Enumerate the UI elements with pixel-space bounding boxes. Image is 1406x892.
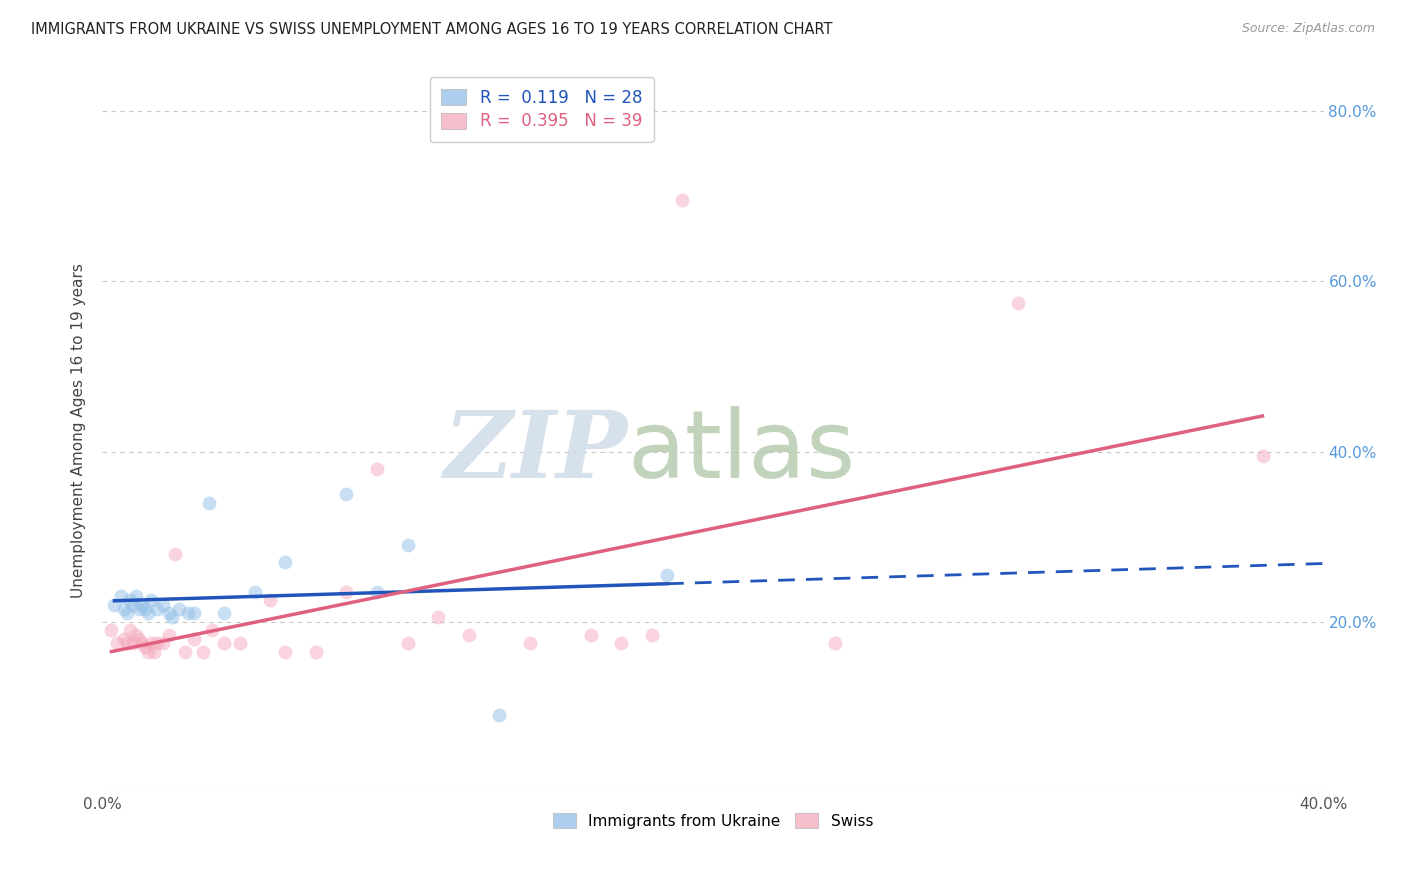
- Point: [243, 585, 266, 599]
- Point: [143, 644, 166, 658]
- Text: IMMIGRANTS FROM UKRAINE VS SWISS UNEMPLOYMENT AMONG AGES 16 TO 19 YEARS CORRELAT: IMMIGRANTS FROM UKRAINE VS SWISS UNEMPLO…: [31, 22, 832, 37]
- Point: [488, 708, 510, 723]
- Point: [107, 636, 129, 650]
- Point: [335, 585, 357, 599]
- Point: [671, 194, 693, 208]
- Point: [1007, 295, 1029, 310]
- Point: [165, 547, 187, 561]
- Point: [152, 598, 174, 612]
- Text: ZIP: ZIP: [443, 407, 627, 497]
- Point: [214, 636, 236, 650]
- Point: [259, 593, 281, 607]
- Point: [152, 636, 174, 650]
- Point: [146, 602, 169, 616]
- Point: [128, 602, 150, 616]
- Point: [134, 602, 156, 616]
- Point: [366, 585, 388, 599]
- Point: [121, 636, 143, 650]
- Point: [115, 606, 138, 620]
- Point: [1251, 449, 1274, 463]
- Point: [177, 606, 200, 620]
- Point: [125, 589, 148, 603]
- Point: [112, 602, 135, 616]
- Point: [128, 632, 150, 646]
- Point: [112, 632, 135, 646]
- Point: [183, 632, 205, 646]
- Point: [100, 624, 122, 638]
- Text: Source: ZipAtlas.com: Source: ZipAtlas.com: [1241, 22, 1375, 36]
- Y-axis label: Unemployment Among Ages 16 to 19 years: Unemployment Among Ages 16 to 19 years: [72, 263, 86, 598]
- Point: [183, 606, 205, 620]
- Point: [131, 636, 153, 650]
- Point: [136, 644, 159, 658]
- Point: [366, 461, 388, 475]
- Point: [167, 602, 190, 616]
- Point: [139, 636, 162, 650]
- Point: [396, 636, 419, 650]
- Point: [396, 538, 419, 552]
- Point: [655, 568, 678, 582]
- Point: [824, 636, 846, 650]
- Point: [103, 598, 125, 612]
- Point: [162, 610, 184, 624]
- Point: [118, 593, 141, 607]
- Point: [274, 644, 297, 658]
- Point: [131, 598, 153, 612]
- Point: [228, 636, 250, 650]
- Point: [136, 606, 159, 620]
- Point: [201, 624, 224, 638]
- Point: [157, 606, 180, 620]
- Point: [115, 636, 138, 650]
- Point: [146, 636, 169, 650]
- Point: [274, 555, 297, 569]
- Point: [173, 644, 195, 658]
- Point: [157, 627, 180, 641]
- Point: [579, 627, 602, 641]
- Point: [198, 495, 221, 509]
- Legend: Immigrants from Ukraine, Swiss: Immigrants from Ukraine, Swiss: [547, 807, 879, 835]
- Text: atlas: atlas: [627, 406, 856, 498]
- Point: [610, 636, 633, 650]
- Point: [191, 644, 214, 658]
- Point: [457, 627, 479, 641]
- Point: [335, 487, 357, 501]
- Point: [121, 598, 143, 612]
- Point: [427, 610, 450, 624]
- Point: [641, 627, 664, 641]
- Point: [305, 644, 328, 658]
- Point: [118, 624, 141, 638]
- Point: [214, 606, 236, 620]
- Point: [139, 593, 162, 607]
- Point: [125, 627, 148, 641]
- Point: [110, 589, 132, 603]
- Point: [519, 636, 541, 650]
- Point: [134, 640, 156, 655]
